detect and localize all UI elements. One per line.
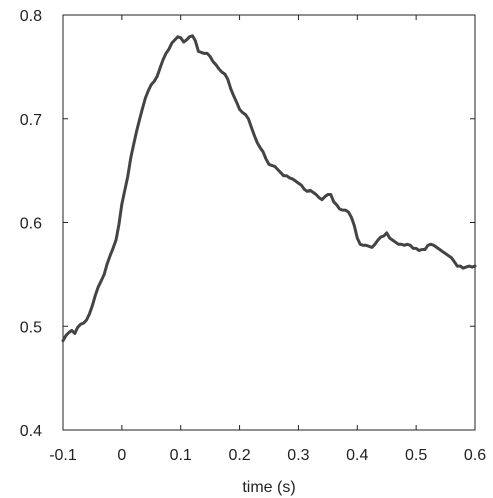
- series-line: [61, 34, 477, 343]
- y-tick-label: 0.8: [20, 8, 42, 25]
- x-axis-label: time (s): [242, 479, 295, 496]
- series-layer: [61, 34, 477, 343]
- x-tick-label: 0.4: [346, 447, 368, 464]
- y-tick-label: 0.7: [20, 112, 42, 129]
- plot-frame: [62, 14, 476, 431]
- x-tick-label: 0.6: [464, 447, 486, 464]
- y-tick-label: 0.4: [20, 423, 42, 440]
- x-tick-label: 0.3: [287, 447, 309, 464]
- x-tick-label: 0.5: [405, 447, 427, 464]
- x-tick-label: 0.2: [228, 447, 250, 464]
- axes: -0.1 0 0.1 0.2 0.3 0.4 0.5 0.6 0.4 0.5 0.6 0.7 0.8: [20, 8, 486, 464]
- x-tick-label: -0.1: [49, 447, 77, 464]
- y-tick-label: 0.5: [20, 319, 42, 336]
- x-tick-label: 0: [117, 447, 126, 464]
- y-tick-label: 0.6: [20, 216, 42, 233]
- x-tick-label: 0.1: [170, 447, 192, 464]
- labels: time (s): [242, 479, 295, 496]
